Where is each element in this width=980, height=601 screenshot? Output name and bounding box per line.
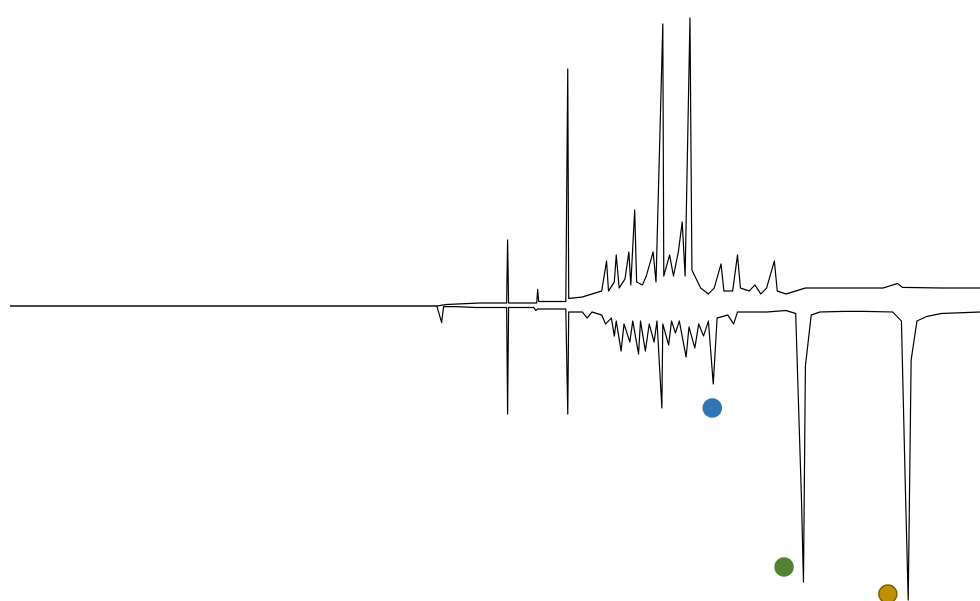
spectrum-trace-lower [10, 305, 980, 601]
marker-dot-3 [878, 584, 898, 601]
marker-dot-1 [702, 398, 723, 418]
spectrum-trace-upper [10, 17, 980, 307]
series-layer [10, 17, 980, 601]
marker-dot-2 [774, 557, 794, 577]
marker-layer [702, 398, 898, 601]
